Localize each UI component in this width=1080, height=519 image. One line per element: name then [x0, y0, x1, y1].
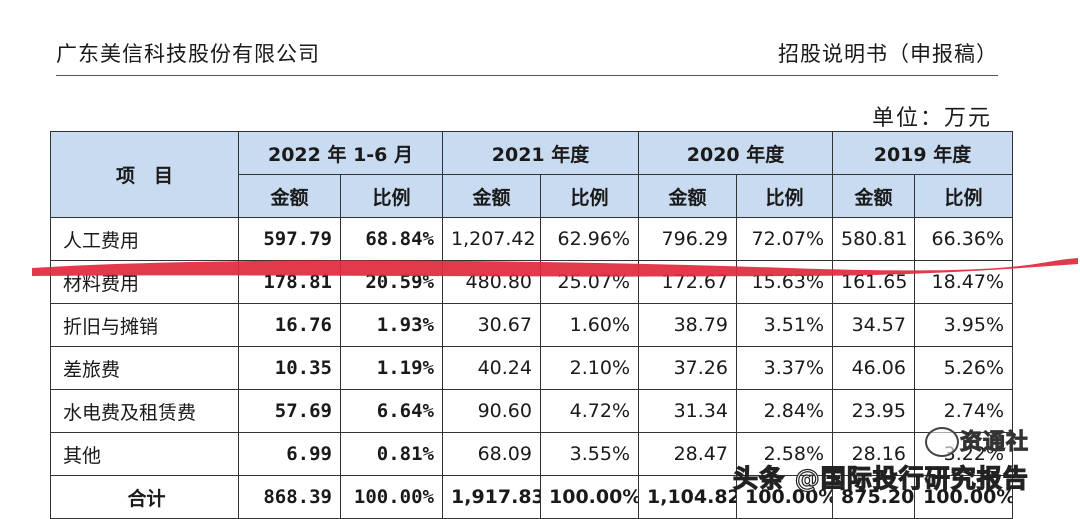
cell: 2.84%: [736, 389, 833, 433]
cell: 796.29: [638, 217, 737, 261]
header-divider: [56, 75, 998, 76]
cell: 161.65: [832, 260, 915, 304]
cell: 28.16: [832, 432, 915, 476]
table-row: 差旅费 10.35 1.19% 40.24 2.10% 37.26 3.37% …: [50, 346, 1013, 390]
cell: 16.76: [238, 303, 341, 347]
cell: 40.24: [442, 346, 541, 390]
cell: 20.59%: [340, 260, 443, 304]
cell: 3.95%: [914, 303, 1013, 347]
cell: 1,104.82: [638, 475, 737, 519]
cell: 4.72%: [540, 389, 639, 433]
cell: 31.34: [638, 389, 737, 433]
cell: 46.06: [832, 346, 915, 390]
row-label: 折旧与摊销: [50, 303, 239, 347]
period-header: 2021 年度: [442, 131, 639, 175]
cell: 580.81: [832, 217, 915, 261]
cell: 18.47%: [914, 260, 1013, 304]
cell: 100.00%: [340, 475, 443, 519]
row-label: 材料费用: [50, 260, 239, 304]
cell: 62.96%: [540, 217, 639, 261]
cell: 100.00%: [540, 475, 639, 519]
period-header: 2022 年 1-6 月: [238, 131, 443, 175]
cell: 15.63%: [736, 260, 833, 304]
company-name: 广东美信科技股份有限公司: [56, 42, 320, 66]
amount-header: 金额: [638, 174, 737, 218]
table-row: 其他 6.99 0.81% 68.09 3.55% 28.47 2.58% 28…: [50, 432, 1013, 476]
cell: 34.57: [832, 303, 915, 347]
unit-label: 单位：万元: [871, 106, 992, 131]
table-row: 水电费及租赁费 57.69 6.64% 90.60 4.72% 31.34 2.…: [50, 389, 1013, 433]
cell: 6.64%: [340, 389, 443, 433]
cell: 38.79: [638, 303, 737, 347]
cell: 37.26: [638, 346, 737, 390]
cell: 480.80: [442, 260, 541, 304]
cell: 1,207.42: [442, 217, 541, 261]
table-row: 人工费用 597.79 68.84% 1,207.42 62.96% 796.2…: [50, 217, 1013, 261]
cell: 57.69: [238, 389, 341, 433]
cell: 597.79: [238, 217, 341, 261]
cell: 3.51%: [736, 303, 833, 347]
cell: 72.07%: [736, 217, 833, 261]
cell: 3.37%: [736, 346, 833, 390]
ratio-header: 比例: [540, 174, 639, 218]
row-label: 人工费用: [50, 217, 239, 261]
cell: 28.47: [638, 432, 737, 476]
total-label: 合计: [50, 475, 239, 519]
cell: 90.60: [442, 389, 541, 433]
ratio-header: 比例: [736, 174, 833, 218]
cell: 1.93%: [340, 303, 443, 347]
row-label: 其他: [50, 432, 239, 476]
row-label: 差旅费: [50, 346, 239, 390]
cell: 68.84%: [340, 217, 443, 261]
cell: 1.19%: [340, 346, 443, 390]
cell: 2.10%: [540, 346, 639, 390]
cell: 3.55%: [540, 432, 639, 476]
cell: 1,917.83: [442, 475, 541, 519]
cell: 178.81: [238, 260, 341, 304]
row-label: 水电费及租赁费: [50, 389, 239, 433]
period-header-row: 项 目 2022 年 1-6 月 2021 年度 2020 年度 2019 年度: [50, 131, 1013, 218]
ratio-header: 比例: [340, 174, 443, 218]
cell: 2.58%: [736, 432, 833, 476]
cell: 25.07%: [540, 260, 639, 304]
cell: 1.60%: [540, 303, 639, 347]
expense-table: 项 目 2022 年 1-6 月 2021 年度 2020 年度 2019 年度…: [50, 131, 1013, 519]
sub-header-row: 金额 比例 金额 比例 金额 比例 金额 比例: [51, 174, 1013, 218]
watermark-bottom: 头条 @国际投行研究报告: [732, 463, 1029, 493]
amount-header: 金额: [238, 174, 341, 218]
table-row: 材料费用 178.81 20.59% 480.80 25.07% 172.67 …: [50, 260, 1013, 304]
ratio-header: 比例: [914, 174, 1013, 218]
cell: 5.26%: [914, 346, 1013, 390]
watermark-logo-icon: [925, 427, 959, 457]
amount-header: 金额: [832, 174, 915, 218]
period-header: 2019 年度: [832, 131, 1013, 175]
document-title: 招股说明书（申报稿）: [778, 42, 998, 66]
cell: 868.39: [238, 475, 341, 519]
table-row: 折旧与摊销 16.76 1.93% 30.67 1.60% 38.79 3.51…: [50, 303, 1013, 347]
cell: 10.35: [238, 346, 341, 390]
item-header: 项 目: [50, 131, 239, 218]
cell: 23.95: [832, 389, 915, 433]
cell: 66.36%: [914, 217, 1013, 261]
cell: 172.67: [638, 260, 737, 304]
amount-header: 金额: [442, 174, 541, 218]
period-header: 2020 年度: [638, 131, 833, 175]
cell: 30.67: [442, 303, 541, 347]
cell: 6.99: [238, 432, 341, 476]
watermark-top: 资通社: [959, 430, 1030, 456]
cell: 0.81%: [340, 432, 443, 476]
cell: 68.09: [442, 432, 541, 476]
